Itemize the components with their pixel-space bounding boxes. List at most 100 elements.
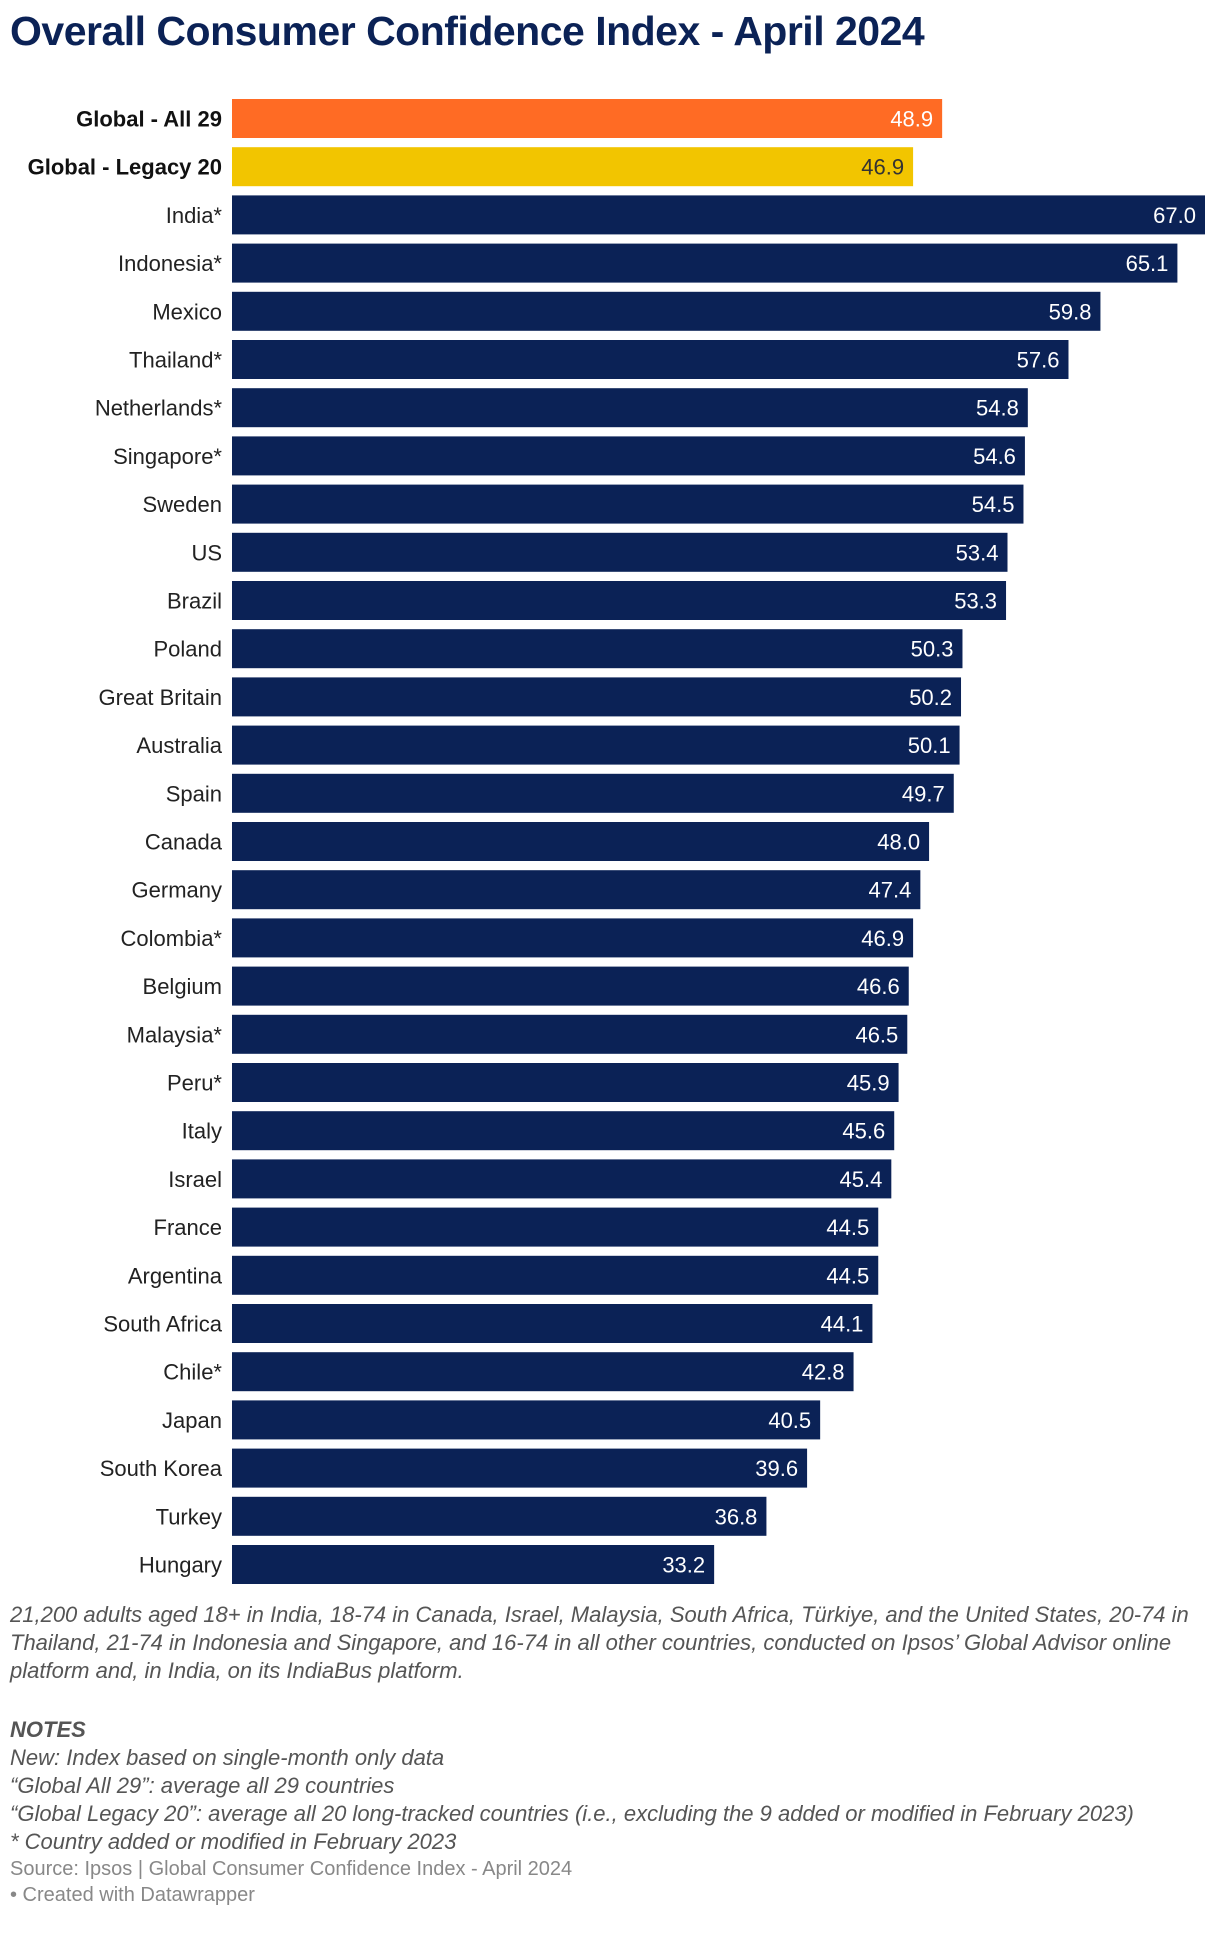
category-label: Indonesia* [118, 251, 222, 276]
value-label: 53.3 [954, 589, 997, 614]
value-label: 36.8 [715, 1504, 758, 1529]
value-label: 45.9 [847, 1071, 890, 1096]
bar [232, 1545, 715, 1584]
category-label: US [191, 540, 222, 565]
value-label: 39.6 [755, 1456, 798, 1481]
category-label: South Africa [103, 1312, 222, 1337]
chart-title: Overall Consumer Confidence Index - Apri… [10, 8, 925, 54]
category-label: India* [166, 203, 223, 228]
bar [232, 195, 1205, 235]
value-label: 59.8 [1049, 299, 1092, 324]
bar [232, 870, 921, 910]
bar [232, 1159, 892, 1199]
category-label: Colombia* [121, 926, 223, 951]
value-label: 48.0 [877, 830, 920, 855]
note-line: “Global Legacy 20”: average all 20 long-… [10, 1801, 1134, 1826]
bar [232, 340, 1069, 379]
category-label: South Korea [100, 1456, 223, 1481]
category-label: Australia [136, 733, 222, 758]
category-label: Brazil [167, 589, 222, 614]
bar [232, 291, 1101, 331]
bar [232, 773, 954, 813]
bar [232, 532, 1008, 572]
bar [232, 436, 1025, 476]
category-label: Great Britain [99, 685, 223, 710]
bar [232, 1111, 895, 1151]
value-label: 47.4 [869, 878, 912, 903]
category-label: Poland [153, 637, 222, 662]
bar [232, 1352, 854, 1392]
category-label: Canada [145, 830, 223, 855]
value-label: 54.8 [976, 396, 1019, 421]
bar [232, 581, 1007, 620]
category-label: Thailand* [129, 348, 222, 373]
source-text: Source: Ipsos | Global Consumer Confiden… [10, 1858, 573, 1880]
note-line: “Global All 29”: average all 29 countrie… [10, 1773, 395, 1798]
value-label: 44.5 [826, 1263, 869, 1288]
bar [232, 147, 914, 187]
credit-text: • Created with Datawrapper [10, 1884, 255, 1906]
category-label: Chile* [163, 1360, 222, 1385]
category-label: Global - Legacy 20 [28, 155, 222, 180]
bar [232, 99, 943, 138]
category-label: Israel [168, 1167, 222, 1192]
note-line: New: Index based on single-month only da… [10, 1745, 445, 1770]
value-label: 44.5 [826, 1215, 869, 1240]
category-label: Belgium [143, 974, 222, 999]
bar [232, 388, 1028, 428]
bars-layer: Global - All 29 48.9 Global - Legacy 20 46.… [28, 99, 1205, 1584]
value-label: 65.1 [1126, 251, 1169, 276]
value-label: 46.5 [855, 1022, 898, 1047]
value-label: 42.8 [802, 1360, 845, 1385]
category-label: Japan [162, 1408, 222, 1433]
category-label: Hungary [139, 1553, 222, 1578]
category-label: Turkey [156, 1504, 222, 1529]
value-label: 45.4 [839, 1167, 882, 1192]
bar-chart: Global - All 29 48.9 Global - Legacy 20 46.… [28, 99, 1205, 1584]
bar [232, 1063, 899, 1102]
value-label: 49.7 [902, 781, 945, 806]
notes-heading: NOTES [10, 1717, 86, 1742]
bar [232, 966, 909, 1006]
value-label: 53.4 [956, 540, 999, 565]
category-label: Sweden [142, 492, 222, 517]
bar [232, 1400, 821, 1440]
bar [232, 1014, 908, 1054]
bar [232, 725, 960, 765]
category-label: Spain [166, 781, 222, 806]
value-label: 46.6 [857, 974, 900, 999]
value-label: 50.1 [908, 733, 951, 758]
bar [232, 1448, 808, 1488]
bar [232, 918, 914, 958]
value-label: 48.9 [890, 107, 933, 132]
value-label: 54.5 [972, 492, 1015, 517]
category-label: Malaysia* [127, 1022, 223, 1047]
bar [232, 484, 1024, 524]
value-label: 44.1 [821, 1312, 864, 1337]
bar [232, 677, 962, 717]
value-label: 50.3 [911, 637, 954, 662]
category-label: Singapore* [113, 444, 222, 469]
value-label: 40.5 [768, 1408, 811, 1433]
value-label: 33.2 [662, 1553, 705, 1578]
value-label: 46.9 [861, 155, 904, 180]
survey-description: 21,200 adults aged 18+ in India, 18-74 i… [10, 1602, 1189, 1683]
category-label: France [154, 1215, 222, 1240]
value-label: 50.2 [909, 685, 952, 710]
bar [232, 1304, 873, 1343]
bar [232, 243, 1178, 283]
category-label: Italy [182, 1119, 222, 1144]
category-label: Netherlands* [95, 396, 223, 421]
value-label: 46.9 [861, 926, 904, 951]
category-label: Germany [132, 878, 222, 903]
notes-section: NOTES New: Index based on single-month o… [10, 1716, 1210, 1856]
category-label: Mexico [152, 299, 222, 324]
bar [232, 822, 930, 861]
bar [232, 629, 963, 669]
category-label: Peru* [167, 1071, 222, 1096]
bar [232, 1207, 879, 1247]
bar [232, 1255, 879, 1295]
note-line: * Country added or modified in February … [10, 1829, 457, 1854]
footer: Source: Ipsos | Global Consumer Confiden… [10, 1856, 572, 1908]
value-label: 45.6 [842, 1119, 885, 1144]
